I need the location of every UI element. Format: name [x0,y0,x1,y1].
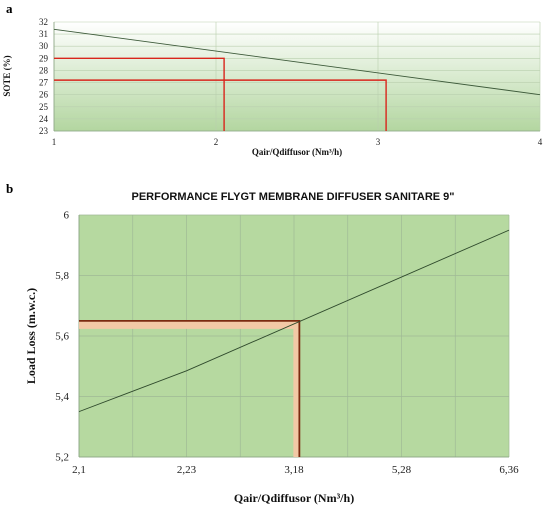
b-y-tick-label: 5,2 [55,452,69,464]
panel-b: b PERFORMANCE FLYGT MEMBRANE DIFFUSER SA… [6,181,519,505]
b-marker-band-h [79,320,300,329]
a-marker-line [54,57,225,131]
b-x-tick-label: 2,1 [72,464,86,476]
panel-b-x-ticks: 2,1 2,23 3,18 5,28 6,36 [72,464,519,476]
a-y-tick-label: 25 [39,102,49,112]
panel-a-grid [53,21,541,132]
panel-b-series [78,229,510,413]
a-y-tick-label: 32 [39,17,48,27]
panel-a-plot-area [54,22,540,131]
panel-b-y-label: Load Loss (m.w.c.) [24,288,38,384]
b-x-tick-label: 2,23 [177,464,197,476]
panel-a-x-ticks: 1 2 3 4 [52,137,543,147]
a-x-tick-label: 1 [52,137,57,147]
a-y-tick-label: 26 [39,90,49,100]
panel-a-letter: a [6,1,13,16]
b-x-tick-label: 6,36 [499,464,519,476]
a-y-tick-label: 30 [39,41,49,51]
panel-b-title: PERFORMANCE FLYGT MEMBRANE DIFFUSER SANI… [131,191,454,203]
panel-a-series [53,28,541,96]
a-x-tick-label: 2 [214,137,219,147]
panel-a-y-ticks: 23 24 25 26 27 28 29 30 31 32 [39,17,49,136]
a-y-tick-label: 27 [39,78,49,88]
b-y-tick-label: 5,6 [55,331,69,343]
a-y-tick-label: 29 [39,53,49,63]
a-series-line [53,28,541,96]
panel-a-y-label: SOTE (%) [2,55,12,96]
b-y-tick-label: 5,8 [55,270,69,282]
a-y-tick-label: 23 [39,126,49,136]
b-marker-line [79,319,301,457]
b-series-line [78,229,510,413]
b-y-tick-label: 5,4 [55,391,69,403]
panel-b-x-label: Qair/Qdiffusor (Nm³/h) [234,491,354,505]
a-y-tick-label: 28 [39,65,49,75]
a-x-tick-label: 4 [538,137,543,147]
b-y-tick-label: 6 [64,210,70,222]
panel-a-x-label: Qair/Qdiffusor (Nm³/h) [252,147,342,157]
b-x-tick-label: 5,28 [392,464,412,476]
b-marker-band-v [293,320,300,457]
a-y-tick-label: 24 [39,114,49,124]
a-y-tick-label: 31 [39,29,48,39]
panel-b-markers [79,319,301,457]
b-x-tick-label: 3,18 [284,464,304,476]
panel-b-letter: b [6,181,13,196]
panel-a-markers [54,57,387,131]
panel-b-y-ticks: 5,2 5,4 5,6 5,8 6 [55,210,69,464]
a-x-tick-label: 3 [376,137,381,147]
a-marker-line [54,79,387,131]
